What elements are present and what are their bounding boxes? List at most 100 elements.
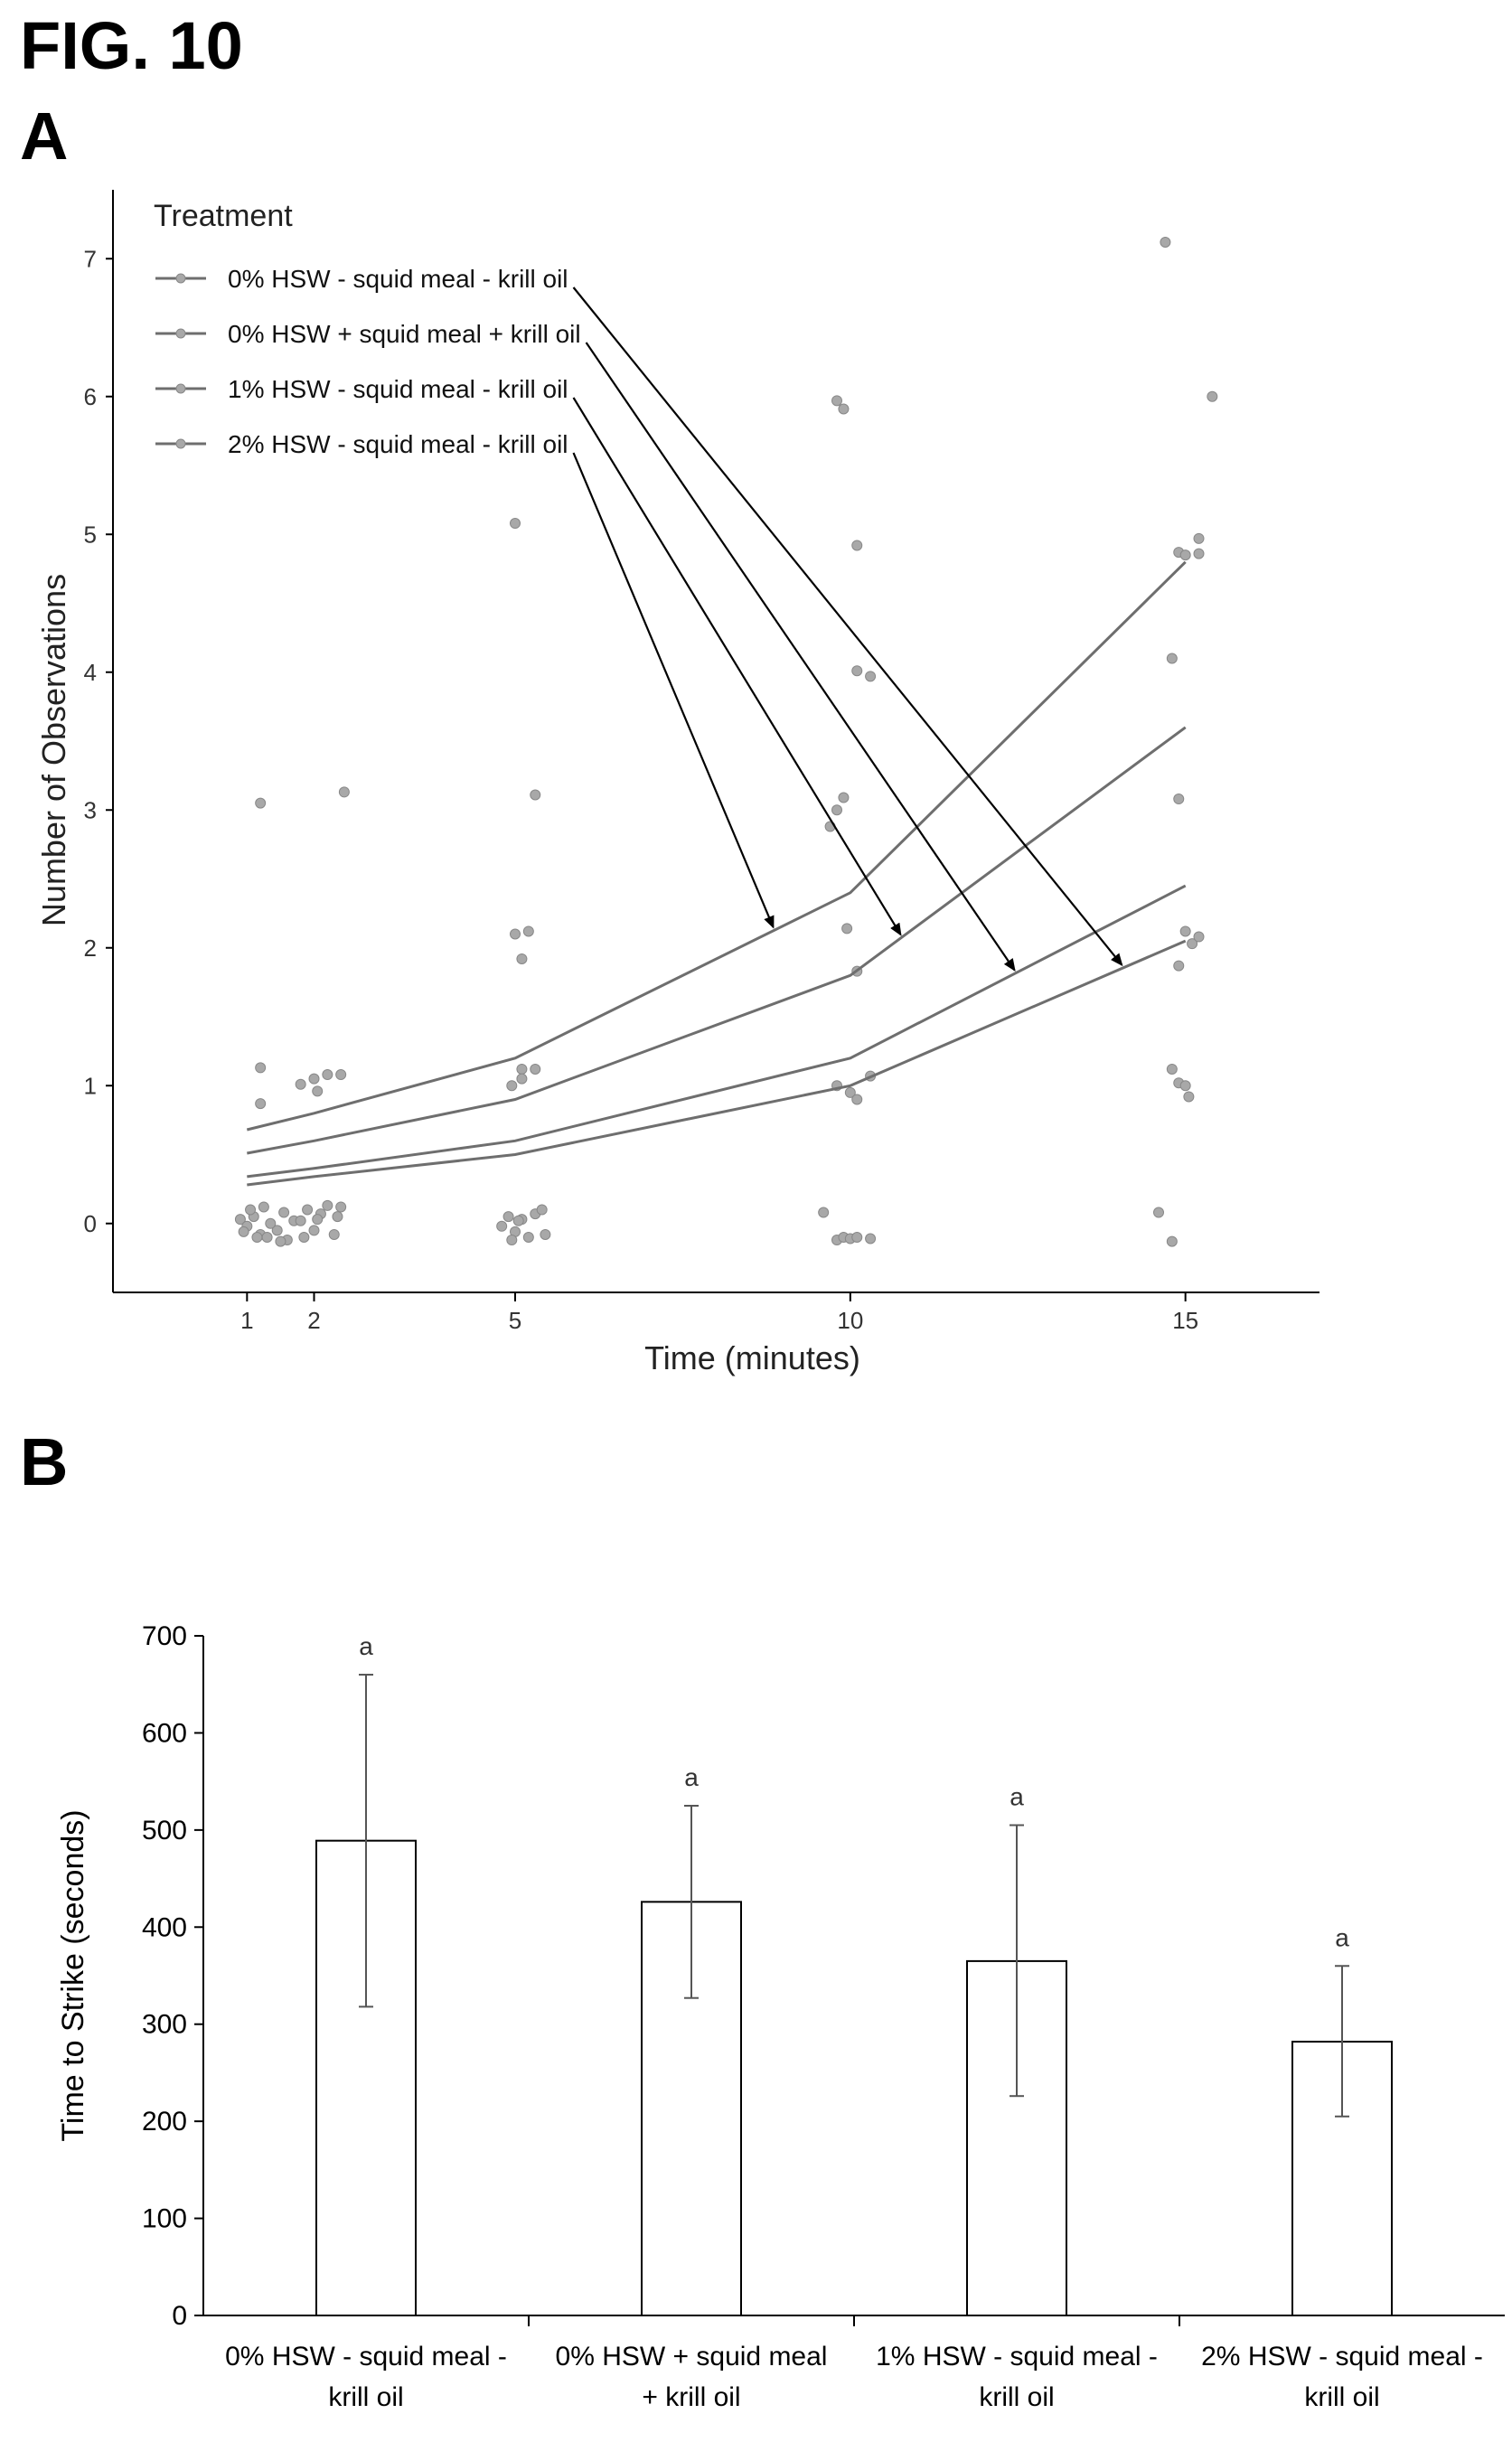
y-tick-label: 3 <box>84 796 97 823</box>
series-line-1 <box>247 939 1187 1187</box>
observation-point <box>510 928 521 940</box>
annotation-arrow-4 <box>572 452 775 929</box>
observation-point <box>1160 236 1171 248</box>
observation-point <box>865 671 877 682</box>
observation-point <box>510 518 521 530</box>
category-label-2: + krill oil <box>642 2382 740 2412</box>
observation-point <box>516 953 528 964</box>
observation-point <box>838 403 850 415</box>
observation-point <box>1179 1080 1191 1092</box>
observation-point <box>818 1207 830 1218</box>
y-axis-label: Time to Strike (seconds) <box>56 1809 90 2141</box>
observation-point <box>1193 548 1205 559</box>
observation-point <box>238 1226 249 1237</box>
y-tick-label: 300 <box>142 2010 187 2040</box>
chart-a-observations-over-time: 0 1 2 3 4 5 6 7 1 2 5 10 15 Time (minutes) Number of O… <box>35 190 1319 1376</box>
observation-point <box>295 1215 306 1226</box>
observation-point <box>530 789 541 801</box>
y-axis-label: Number of Observations <box>35 574 72 926</box>
observation-point <box>506 1080 518 1092</box>
annotation-arrow-2 <box>585 342 1016 972</box>
significance-label-3: a <box>1010 1782 1024 1810</box>
observation-point <box>516 1063 528 1075</box>
observation-point <box>831 395 842 407</box>
annotation-arrow-3 <box>572 397 902 936</box>
observation-point <box>1207 390 1218 402</box>
observation-point <box>1166 1063 1178 1075</box>
significance-label-4: a <box>1335 1923 1349 1951</box>
observation-point <box>536 1204 548 1216</box>
observation-point <box>831 804 842 816</box>
observation-point <box>295 1078 306 1090</box>
observation-point <box>851 665 863 677</box>
observation-point <box>255 1062 267 1074</box>
observation-point <box>516 1073 528 1085</box>
observation-point <box>506 1235 518 1246</box>
observation-point <box>844 1086 856 1098</box>
observation-point <box>522 925 534 937</box>
observation-point <box>234 1214 246 1226</box>
observation-point <box>851 540 863 551</box>
observation-point <box>255 1098 267 1110</box>
observation-point <box>540 1228 551 1240</box>
significance-label-2: a <box>684 1763 699 1791</box>
significance-label-1: a <box>359 1632 373 1660</box>
y-tick-label: 6 <box>84 383 97 410</box>
legend-entry-2: 0% HSW + squid meal + krill oil <box>228 320 581 348</box>
observation-point <box>312 1214 324 1226</box>
observation-point <box>258 1201 269 1213</box>
panel-a-label: A <box>20 99 69 174</box>
observation-point <box>298 1232 310 1243</box>
observation-point <box>851 1094 863 1105</box>
y-tick-label: 0 <box>172 2301 187 2331</box>
category-label-3: krill oil <box>979 2382 1054 2412</box>
category-label-2: 0% HSW + squid meal <box>556 2342 828 2372</box>
observation-point <box>838 792 850 803</box>
observation-point <box>1153 1207 1164 1218</box>
category-label-1: krill oil <box>328 2382 403 2412</box>
legend-marker <box>175 328 186 339</box>
observation-point <box>312 1085 324 1097</box>
y-tick-label: 5 <box>84 521 97 548</box>
y-tick-label: 0 <box>84 1210 97 1237</box>
observation-point <box>265 1217 277 1229</box>
observation-point <box>1179 925 1191 937</box>
observation-point <box>245 1204 257 1216</box>
legend-marker <box>175 273 186 284</box>
observation-point <box>496 1220 508 1232</box>
legend-marker <box>175 438 186 449</box>
y-tick-label: 400 <box>142 1912 187 1942</box>
panel-b-label: B <box>20 1424 69 1499</box>
category-label-4: krill oil <box>1304 2382 1379 2412</box>
observation-point <box>1173 794 1185 805</box>
observation-point <box>1179 549 1191 561</box>
observation-point <box>302 1204 314 1216</box>
observation-point <box>865 1233 877 1244</box>
y-tick-label: 100 <box>142 2204 187 2234</box>
observation-point <box>251 1232 263 1243</box>
observation-point <box>851 1232 863 1243</box>
chart-b-time-to-strike: 0 100 200 300 400 500 600 700 Time to Strike (se… <box>56 1621 1505 2412</box>
observation-point <box>275 1235 286 1247</box>
y-tick-label: 700 <box>142 1621 187 1651</box>
x-axis-label: Time (minutes) <box>644 1339 860 1376</box>
x-tick-label: 10 <box>837 1307 863 1334</box>
observation-point <box>328 1228 340 1240</box>
observation-point <box>308 1073 320 1085</box>
observation-point <box>1166 1235 1178 1247</box>
observation-point <box>255 797 267 809</box>
observation-point <box>522 1232 534 1243</box>
observation-point <box>841 923 853 935</box>
observation-point <box>1193 532 1205 544</box>
x-tick-label: 1 <box>240 1307 253 1334</box>
observation-point <box>308 1225 320 1236</box>
y-tick-label: 4 <box>84 659 97 686</box>
observation-point <box>1183 1091 1195 1103</box>
annotation-arrow-1 <box>572 286 1123 967</box>
category-label-1: 0% HSW - squid meal - <box>225 2342 507 2372</box>
observation-point <box>1166 653 1178 664</box>
category-label-3: 1% HSW - squid meal - <box>876 2342 1158 2372</box>
figure-title: FIG. 10 <box>20 8 243 83</box>
y-tick-label: 7 <box>84 245 97 272</box>
legend-entry-1: 0% HSW - squid meal - krill oil <box>228 265 568 293</box>
